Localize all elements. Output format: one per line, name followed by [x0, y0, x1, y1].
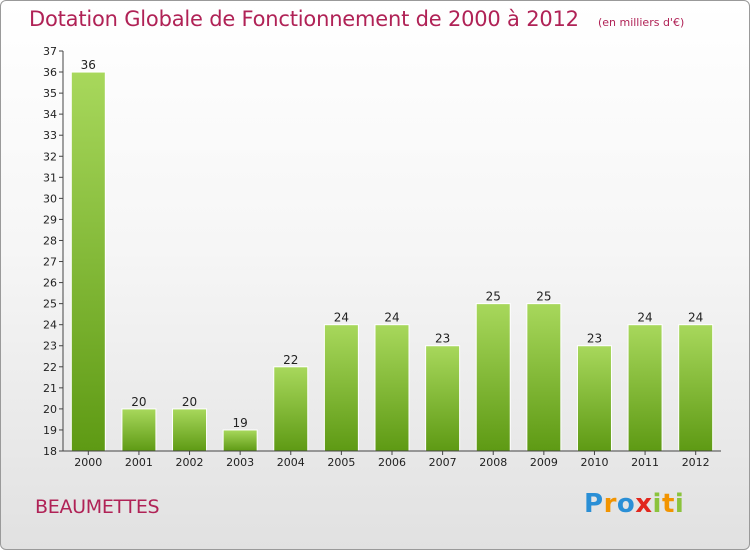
bar	[172, 408, 208, 452]
bar	[627, 324, 663, 452]
y-tick-label: 18	[43, 445, 57, 458]
title-row: Dotation Globale de Fonctionnement de 20…	[29, 7, 684, 31]
y-tick-label: 27	[43, 256, 57, 269]
y-tick-label: 34	[43, 108, 57, 121]
bar	[121, 408, 157, 452]
x-tick-label: 2001	[125, 456, 153, 469]
bar	[273, 366, 309, 452]
bar-value-label: 25	[536, 290, 551, 304]
y-tick-label: 37	[43, 45, 57, 58]
x-tick-label: 2006	[378, 456, 406, 469]
bar-value-label: 24	[384, 311, 399, 325]
proxiti-logo[interactable]: Proxiti	[584, 489, 684, 519]
y-tick-label: 29	[43, 213, 57, 226]
bar	[526, 303, 562, 452]
x-tick-label: 2009	[530, 456, 558, 469]
y-tick-label: 32	[43, 150, 57, 163]
x-tick-label: 2010	[580, 456, 608, 469]
bar-value-label: 19	[233, 416, 248, 430]
x-tick-label: 2007	[429, 456, 457, 469]
bar	[576, 345, 612, 452]
y-tick-label: 36	[43, 66, 57, 79]
logo-letter: x	[635, 489, 653, 519]
bar-value-label: 36	[81, 58, 96, 72]
y-tick-label: 30	[43, 192, 57, 205]
commune-name: BEAUMETTES	[35, 496, 160, 518]
logo-letter: t	[661, 489, 675, 519]
bar-value-label: 22	[283, 353, 298, 367]
y-tick-label: 21	[43, 382, 57, 395]
bar-value-label: 23	[435, 332, 450, 346]
y-tick-label: 24	[43, 319, 57, 332]
y-tick-label: 35	[43, 87, 57, 100]
x-tick-label: 2004	[277, 456, 305, 469]
bar	[425, 345, 461, 452]
x-tick-label: 2005	[327, 456, 355, 469]
bar-value-label: 24	[637, 311, 652, 325]
x-tick-label: 2011	[631, 456, 659, 469]
x-tick-label: 2008	[479, 456, 507, 469]
y-tick-label: 22	[43, 361, 57, 374]
bar	[374, 324, 410, 452]
logo-letter: r	[603, 489, 617, 519]
x-tick-label: 2000	[74, 456, 102, 469]
y-tick-label: 19	[43, 424, 57, 437]
logo-letter: i	[652, 489, 662, 519]
logo-letter: o	[616, 489, 636, 519]
logo-letter: i	[674, 489, 685, 519]
bar	[222, 429, 258, 452]
bar	[475, 303, 511, 452]
y-tick-label: 31	[43, 171, 57, 184]
bar-value-label: 20	[131, 395, 146, 409]
bar-value-label: 25	[486, 290, 501, 304]
logo-letter: P	[584, 489, 604, 519]
x-tick-label: 2003	[226, 456, 254, 469]
y-tick-label: 26	[43, 277, 57, 290]
x-tick-label: 2002	[176, 456, 204, 469]
bar-value-label: 24	[688, 311, 703, 325]
y-tick-label: 33	[43, 129, 57, 142]
bar-value-label: 20	[182, 395, 197, 409]
y-tick-label: 25	[43, 298, 57, 311]
x-tick-label: 2012	[682, 456, 710, 469]
bar	[70, 71, 106, 452]
y-tick-label: 20	[43, 403, 57, 416]
chart-subtitle: (en milliers d'€)	[597, 16, 685, 29]
y-tick-label: 23	[43, 340, 57, 353]
y-tick-label: 28	[43, 234, 57, 247]
bar-value-label: 24	[334, 311, 349, 325]
bar-value-label: 23	[587, 332, 602, 346]
chart-title: Dotation Globale de Fonctionnement de 20…	[29, 7, 579, 31]
bar	[323, 324, 359, 452]
bar	[678, 324, 714, 452]
